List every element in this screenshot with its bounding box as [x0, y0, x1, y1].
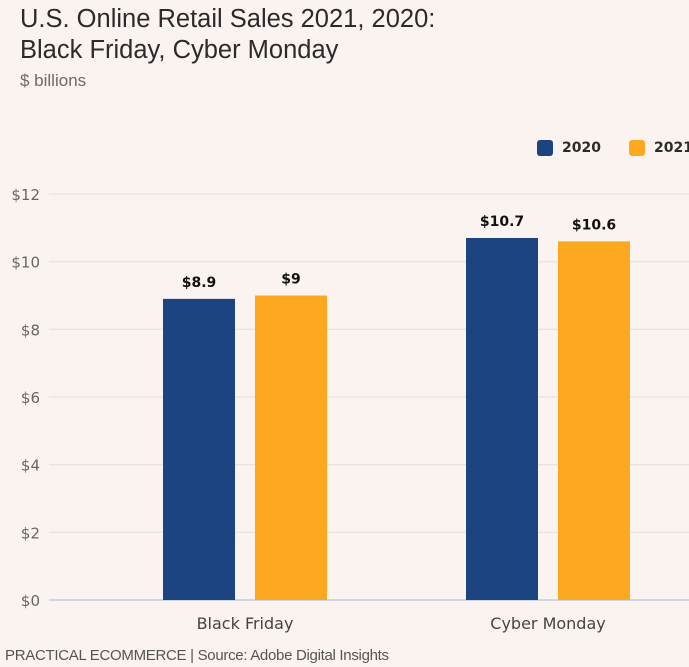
- legend-swatch-2020: [537, 140, 553, 156]
- bar-2020-black-friday: [163, 298, 235, 600]
- y-tick-label: $8: [21, 321, 40, 339]
- data-label: $9: [281, 272, 300, 288]
- x-category-label: Black Friday: [197, 614, 294, 633]
- y-tick-label: $12: [11, 186, 40, 204]
- bar-2021-cyber-monday: [558, 241, 630, 600]
- data-label: $10.7: [480, 214, 524, 230]
- legend-item-2021[interactable]: 2021: [628, 140, 689, 156]
- legend-swatch-2021: [628, 140, 645, 156]
- y-tick-label: $4: [21, 457, 40, 475]
- source-footer: PRACTICAL ECOMMERCE | Source: Adobe Digi…: [5, 647, 389, 664]
- bar-2021-black-friday: [255, 295, 327, 600]
- bar-2020-cyber-monday: [466, 237, 538, 600]
- x-category-label: Cyber Monday: [490, 614, 605, 633]
- legend-item-2020[interactable]: 2020: [537, 140, 601, 156]
- y-tick-label: $2: [21, 524, 40, 542]
- legend-label-2021: 2021: [653, 140, 689, 156]
- data-label: $8.9: [182, 275, 217, 291]
- data-label: $10.6: [572, 217, 616, 233]
- legend-label-2020: 2020: [562, 140, 601, 156]
- y-tick-label: $6: [21, 389, 40, 407]
- chart-subtitle: $ billions: [20, 71, 87, 90]
- y-tick-label: $10: [11, 254, 40, 272]
- legend: 2020 2021: [537, 140, 689, 156]
- y-tick-label: $0: [21, 592, 40, 610]
- chart-title: U.S. Online Retail Sales 2021, 2020: Bla…: [20, 5, 436, 64]
